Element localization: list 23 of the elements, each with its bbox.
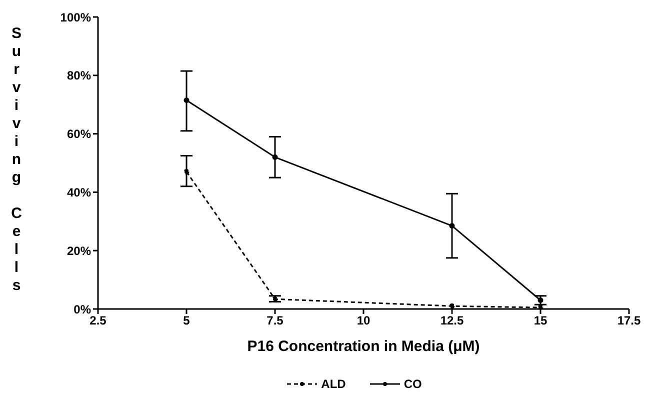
point: [449, 223, 455, 229]
y-tick-label: 80%: [66, 68, 92, 83]
y-tick-label: 60%: [66, 127, 92, 142]
x-tick-label: 15: [534, 314, 548, 328]
y-tick-label: 20%: [66, 244, 92, 258]
legend-label: ALD: [321, 377, 346, 391]
y-tick-label: 0%: [74, 302, 92, 316]
y-tick-label: 100%: [60, 10, 92, 24]
legend-label: CO: [404, 377, 422, 391]
x-tick-label: 7.5: [266, 314, 284, 328]
y-axis-title: Surviving Cells: [8, 24, 25, 297]
y-tick-label: 40%: [66, 185, 92, 200]
x-tick-label: 12.5: [440, 314, 464, 328]
x-tick-label: 17.5: [617, 314, 641, 328]
point: [272, 154, 278, 160]
point: [449, 303, 455, 309]
point: [538, 304, 544, 309]
x-axis-title: P16 Concentration in Media (μM): [246, 338, 481, 355]
point: [184, 169, 190, 175]
point: [184, 97, 190, 103]
x-tick-label: 5: [183, 314, 190, 328]
x-tick-label: 2.5: [90, 314, 107, 328]
x-tick-label: 10: [356, 314, 370, 328]
